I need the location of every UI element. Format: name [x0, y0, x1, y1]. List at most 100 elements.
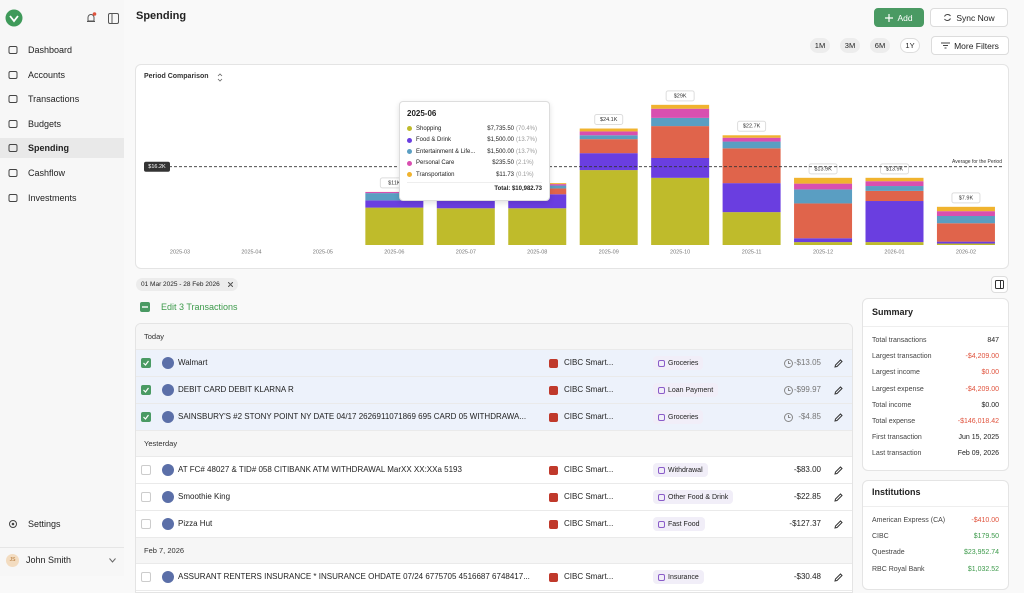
nav-item[interactable]: Accounts	[0, 65, 124, 85]
period-button[interactable]: 6M	[870, 38, 890, 53]
row-label: Total income	[872, 402, 911, 409]
nav-label: Spending	[28, 143, 69, 153]
notifications[interactable]	[85, 12, 97, 24]
bar-segment	[866, 178, 924, 181]
edit-icon	[834, 359, 843, 368]
transactions-table: TodayWalmartCIBC Smart...Groceries-$13.0…	[135, 323, 853, 593]
category-icon	[658, 414, 665, 421]
transaction-row[interactable]: ASSURANT RENTERS INSURANCE * INSURANCE O…	[136, 564, 852, 591]
nav-item[interactable]: Spending	[0, 138, 124, 158]
transaction-row[interactable]: DEBIT CARD DEBIT KLARNA RCIBC Smart...Lo…	[136, 377, 852, 404]
account-icon	[549, 386, 558, 395]
edit-icon	[834, 386, 843, 395]
category: Other Food & Drink	[668, 494, 728, 501]
nav-item[interactable]: Transactions	[0, 89, 124, 109]
row-checkbox[interactable]	[141, 519, 151, 529]
bar-segment	[508, 208, 566, 245]
pending-icon	[784, 386, 793, 395]
x-tick-label: 2025-12	[813, 249, 833, 255]
row-checkbox[interactable]	[141, 465, 151, 475]
bar-segment	[651, 158, 709, 178]
account-icon	[549, 413, 558, 422]
remove-chip[interactable]	[228, 282, 233, 287]
icon-shape	[659, 414, 665, 420]
nav-icon	[8, 168, 18, 178]
account: CIBC Smart...	[564, 572, 613, 581]
bar-segment	[580, 170, 638, 245]
check-mark	[143, 360, 149, 366]
summary-row: Total expense-$146,018.42	[872, 418, 999, 425]
bar-segment	[866, 186, 924, 191]
edit-icon	[834, 466, 843, 475]
nav-item[interactable]: Investments	[0, 188, 124, 208]
nav-item[interactable]: Budgets	[0, 114, 124, 134]
row-checkbox[interactable]	[141, 492, 151, 502]
summary-title: Summary	[872, 307, 913, 317]
sync-label: Sync Now	[956, 13, 994, 23]
period-button[interactable]: 1M	[810, 38, 830, 53]
series-share: (13.7%)	[516, 149, 542, 155]
group-header: Yesterday	[136, 431, 852, 457]
nav-item[interactable]: Dashboard	[0, 40, 124, 60]
summary-row: American Express (CA)-$410.00	[872, 517, 999, 524]
more-filters-label: More Filters	[954, 41, 999, 51]
average-text: Average for the Period	[952, 159, 1002, 165]
check-mark	[143, 414, 149, 420]
row-checkbox[interactable]	[141, 412, 151, 422]
account-icon	[549, 493, 558, 502]
summary-row: Questrade$23,952.74	[872, 549, 999, 556]
summary-row: RBC Royal Bank$1,032.52	[872, 566, 999, 573]
row-checkbox[interactable]	[141, 572, 151, 582]
edit-transactions[interactable]: Edit 3 Transactions	[161, 302, 238, 312]
bar-segment	[794, 178, 852, 184]
row-label: Largest income	[872, 369, 920, 376]
hands	[789, 361, 791, 364]
hands	[789, 388, 791, 391]
row-checkbox[interactable]	[141, 358, 151, 368]
nav-label: Dashboard	[28, 45, 72, 55]
transaction-row[interactable]: AT FC# 48027 & TID# 058 CITIBANK ATM WIT…	[136, 457, 852, 484]
row-value: $1,032.52	[968, 566, 999, 573]
average-label: $16.2K	[148, 164, 166, 170]
collapse-sidebar[interactable]	[108, 13, 119, 24]
category-icon	[658, 521, 665, 528]
icon-shape	[659, 494, 665, 500]
check	[144, 361, 149, 365]
row-label: CIBC	[872, 533, 889, 540]
sync-button[interactable]: Sync Now	[930, 8, 1008, 27]
logo	[5, 9, 23, 27]
group-header: Feb 7, 2026	[136, 538, 852, 564]
transaction-row[interactable]: SAINSBURY'S #2 STONY POINT NY DATE 04/17…	[136, 404, 852, 431]
row-value: Jun 15, 2025	[959, 434, 999, 441]
bulk-select[interactable]	[140, 302, 150, 312]
bar-segment	[937, 244, 995, 245]
period-button[interactable]: 1Y	[900, 38, 920, 53]
settings-label: Settings	[28, 519, 61, 529]
check-mark	[143, 387, 149, 393]
nav-item[interactable]: Cashflow	[0, 163, 124, 183]
transaction-row[interactable]: WalmartCIBC Smart...Groceries-$13.05	[136, 350, 852, 377]
category-icon	[658, 360, 665, 367]
settings-link[interactable]: Settings	[0, 514, 124, 534]
merchant: ASSURANT RENTERS INSURANCE * INSURANCE O…	[178, 572, 538, 581]
series-amount: $1,500.00	[487, 137, 514, 143]
date-chip[interactable]: 01 Mar 2025 - 28 Feb 2026	[136, 278, 238, 291]
nav-label: Accounts	[28, 70, 65, 80]
nav-icon	[8, 94, 18, 104]
transaction-row[interactable]: Smoothie KingCIBC Smart...Other Food & D…	[136, 484, 852, 511]
more-filters-button[interactable]: More Filters	[931, 36, 1009, 55]
row-checkbox[interactable]	[141, 385, 151, 395]
series-amount: $11.73	[496, 172, 514, 178]
toggle-panel[interactable]	[991, 276, 1008, 293]
add-button[interactable]: Add	[874, 8, 924, 27]
category: Loan Payment	[668, 387, 713, 394]
user-menu[interactable]: JS John Smith	[0, 547, 124, 572]
pencil	[835, 574, 842, 581]
period-button[interactable]: 3M	[840, 38, 860, 53]
pending-icon	[784, 359, 793, 368]
nav-label: Cashflow	[28, 168, 65, 178]
transaction-row[interactable]: Pizza HutCIBC Smart...Fast Food-$127.37	[136, 511, 852, 538]
edit-icon	[834, 493, 843, 502]
series-amount: $1,500.00	[487, 149, 514, 155]
row-label: Last transaction	[872, 450, 921, 457]
